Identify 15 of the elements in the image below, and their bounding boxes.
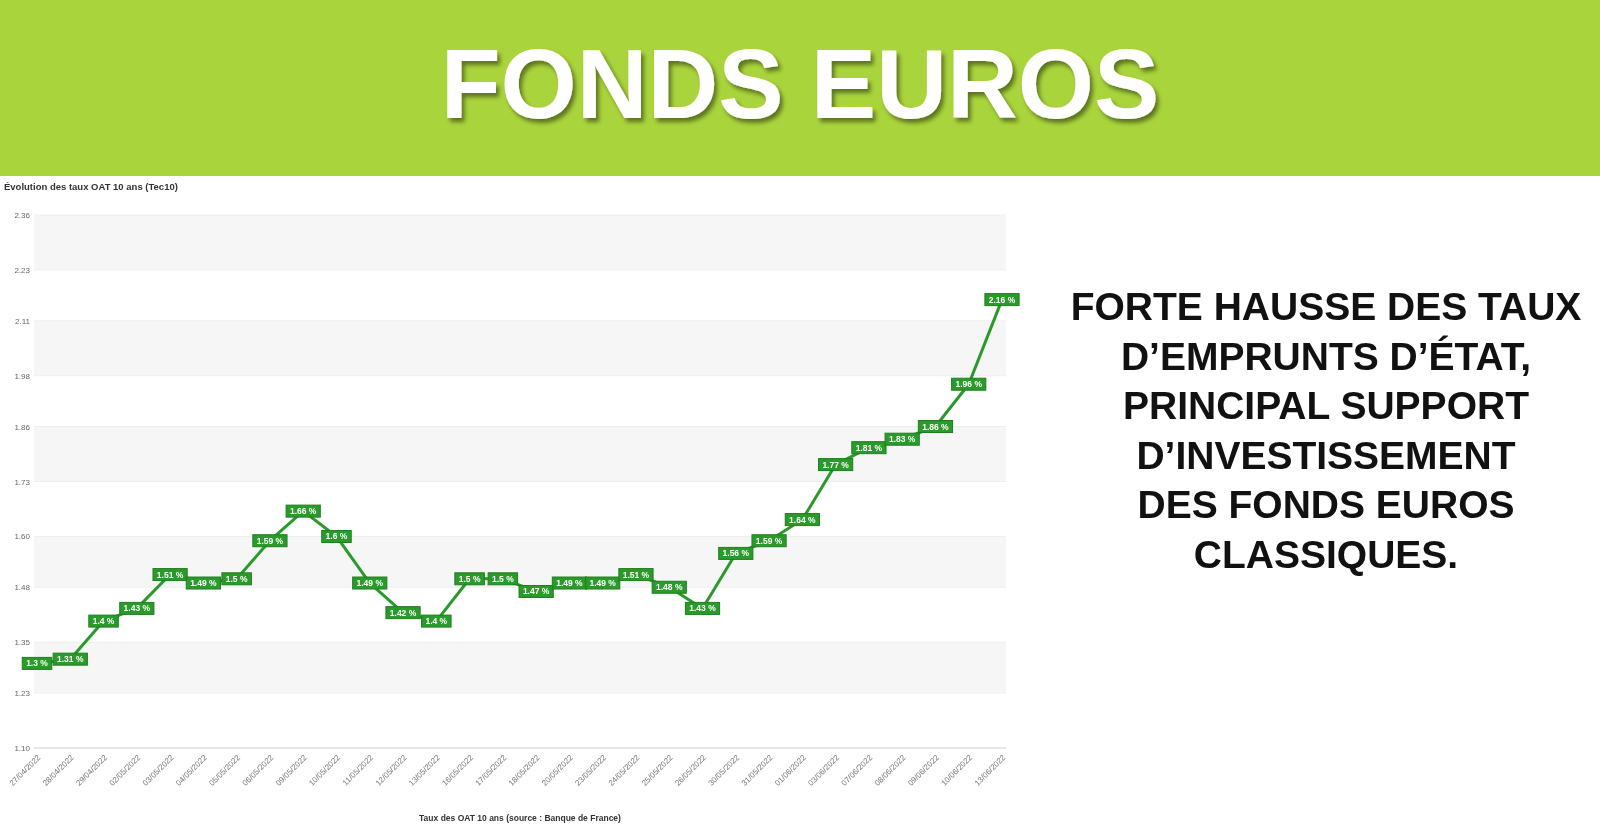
y-tick-label: 1.86 (14, 422, 31, 432)
y-tick-label: 1.10 (14, 744, 31, 753)
y-tick-label: 1.48 (14, 583, 31, 593)
text: FORTE HAUSSE DES TAUX D’EMPRUNTS D’ÉTAT, PRINCIPAL SUPPORT D’INVESTISSEMENT DES FONDS EUROS CLASSIQUES. (1070, 285, 1582, 576)
y-tick-label: 1.23 (14, 689, 31, 699)
y-tick-label: 2.23 (14, 265, 31, 275)
y-tick-label: 1.98 (14, 371, 31, 381)
y-tick-label: 2.11 (15, 316, 31, 326)
y-tick-label: 1.73 (14, 477, 31, 487)
y-tick-label: 1.35 (14, 638, 31, 648)
y-tick-label: 2.36 (14, 211, 31, 220)
chart-subtitle: Évolution des taux OAT 10 ans (Tec10) (4, 181, 178, 192)
y-tick-label: 1.60 (14, 532, 31, 542)
x-axis-title: Taux des OAT 10 ans (source : Banque de France) (419, 813, 622, 823)
chart-title: FONDS EUROS (440, 29, 1160, 139)
